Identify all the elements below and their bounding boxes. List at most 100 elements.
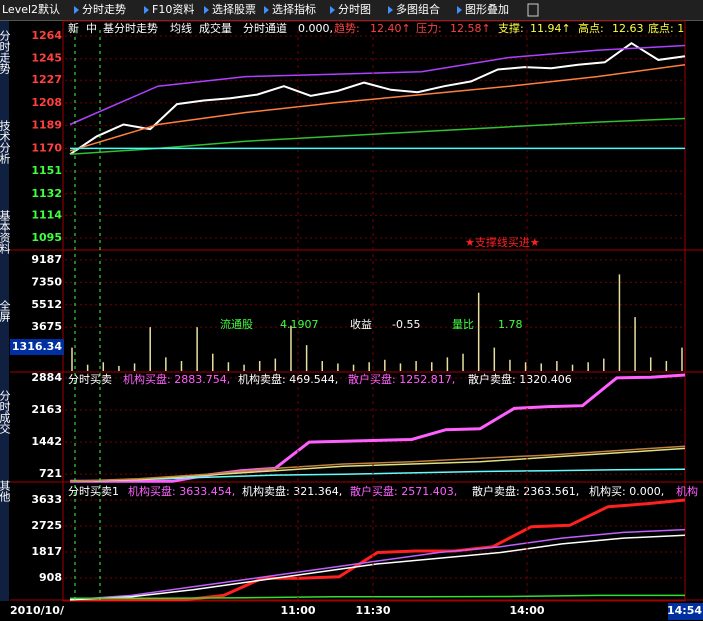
y-tick-label: 1114 <box>31 208 62 221</box>
current-value: 1316.34 <box>12 340 62 353</box>
y-tick-label: 1189 <box>31 119 62 132</box>
current-value-bg <box>10 339 64 355</box>
stat-item: 1.78 <box>498 318 523 331</box>
y-tick-label: 1208 <box>31 96 62 109</box>
y-tick-label: 9187 <box>31 253 62 266</box>
y-tick-label: 908 <box>39 571 62 584</box>
time-tick: 11:00 <box>280 604 315 617</box>
info-item: 新 <box>68 21 79 35</box>
plot-frame <box>62 20 686 602</box>
toolbar-item[interactable]: 选择指标 <box>272 3 316 16</box>
series-line <box>69 445 686 483</box>
info-item: 趋势: <box>334 22 360 35</box>
y-tick-label: 1227 <box>31 73 62 86</box>
time-start: 2010/10/ <box>10 604 65 617</box>
series-line <box>70 498 686 602</box>
info-item: 0.000, <box>298 22 333 35</box>
series-line <box>69 63 686 152</box>
info-item: 中 <box>86 22 97 35</box>
legend-entry: 机构买盘: 3633.454, <box>128 484 235 498</box>
legend-entry: 机构 <box>676 484 698 498</box>
time-end-bg <box>668 603 703 620</box>
legend-entry: 散户买盘: 2571.403, <box>350 484 457 498</box>
info-item: 支撑: <box>498 21 524 35</box>
y-tick-label: 721 <box>39 467 62 480</box>
stat-item: 流通股 <box>220 317 253 331</box>
y-tick-label: 1170 <box>31 141 62 154</box>
legend-entry: 散户卖盘: 1320.406 <box>468 372 572 386</box>
dropdown-marker <box>144 6 149 14</box>
toolbar-item[interactable]: F10资料 <box>152 3 195 16</box>
info-item: 12.58↑ <box>450 22 491 35</box>
info-item: 成交量 <box>199 21 232 35</box>
stat-item: 收益 <box>350 317 372 331</box>
panel-title: 分时买卖1 <box>68 485 119 498</box>
annotation: ★支撑线买进★ <box>465 235 540 249</box>
stat-item: 量比 <box>452 318 474 331</box>
series-line <box>69 468 686 483</box>
y-tick-label: 5512 <box>31 298 62 311</box>
info-item: 11.94↑ <box>530 22 571 35</box>
sidebar-tab[interactable]: 分时成交 <box>0 390 11 435</box>
legend-entry: 机构买盘: 2883.754, <box>123 372 230 386</box>
y-tick-label: 1817 <box>31 545 62 558</box>
sidebar-tab[interactable]: 其他 <box>0 480 11 502</box>
y-tick-label: 1151 <box>31 164 62 177</box>
sidebar-tab[interactable]: 分时走势 <box>0 30 11 74</box>
dropdown-marker <box>264 6 269 14</box>
time-end: 14:54 <box>667 604 702 617</box>
toolbar-item[interactable]: 多图组合 <box>396 3 440 16</box>
toolbar-item[interactable]: 图形叠加 <box>465 3 509 16</box>
dropdown-marker <box>457 6 462 14</box>
dropdown-marker <box>330 6 335 14</box>
sidebar-tab[interactable]: 全屏 <box>0 299 11 323</box>
series-line <box>70 373 686 483</box>
info-item: 高点: <box>578 21 604 35</box>
series-line <box>69 528 686 601</box>
sidebar-bg <box>0 21 9 601</box>
y-tick-label: 7350 <box>31 275 62 288</box>
legend-entry: 散户买盘: 1252.817, <box>348 372 455 386</box>
legend-entry: 散户卖盘: 2363.561, <box>472 484 579 498</box>
toolbar-item[interactable]: 分时走势 <box>82 3 126 16</box>
toolbar-item[interactable]: 分时图 <box>338 3 371 16</box>
y-tick-label: 3633 <box>31 493 62 506</box>
dropdown-marker <box>74 6 79 14</box>
dropdown-marker <box>388 6 393 14</box>
y-tick-label: 1245 <box>31 52 62 65</box>
sidebar-tab[interactable]: 技术分析 <box>0 120 11 165</box>
series-line <box>69 44 686 126</box>
legend-entry: 机构卖盘: 469.544, <box>238 372 338 386</box>
series-line <box>69 117 686 156</box>
legend-entry: 机构卖盘: 321.364, <box>242 484 342 498</box>
stat-item: -0.55 <box>392 318 420 331</box>
info-item: 底点: 1 <box>648 21 684 35</box>
y-tick-label: 2725 <box>31 519 62 532</box>
info-item: 12.63 <box>612 22 644 35</box>
toolbar-item[interactable]: Level2默认 <box>2 3 61 16</box>
series-line <box>70 594 685 600</box>
panel-title: 分时买卖 <box>68 373 112 386</box>
series-line <box>69 534 686 601</box>
dropdown-marker <box>204 6 209 14</box>
toolbar-item[interactable]: 选择股票 <box>212 3 256 16</box>
y-tick-label: 1264 <box>31 29 62 42</box>
y-tick-label: 3675 <box>31 320 62 333</box>
lock-icon <box>527 3 539 17</box>
y-tick-label: 1095 <box>31 231 62 244</box>
info-item: 分时通道 <box>243 21 287 35</box>
stat-item: 4.1907 <box>280 318 319 331</box>
time-tick: 14:00 <box>509 604 544 617</box>
y-tick-label: 1442 <box>31 435 62 448</box>
info-item: 均线 <box>170 21 192 35</box>
legend-entry: 机构买: 0.000, <box>589 484 664 498</box>
sidebar-tab[interactable]: 基本资料 <box>0 210 11 255</box>
series-line <box>69 41 686 156</box>
y-tick-label: 2163 <box>31 403 62 416</box>
y-tick-label: 1132 <box>31 187 62 200</box>
time-tick: 11:30 <box>355 604 390 617</box>
y-tick-label: 2884 <box>31 371 62 384</box>
info-item: 12.40↑ <box>370 22 411 35</box>
